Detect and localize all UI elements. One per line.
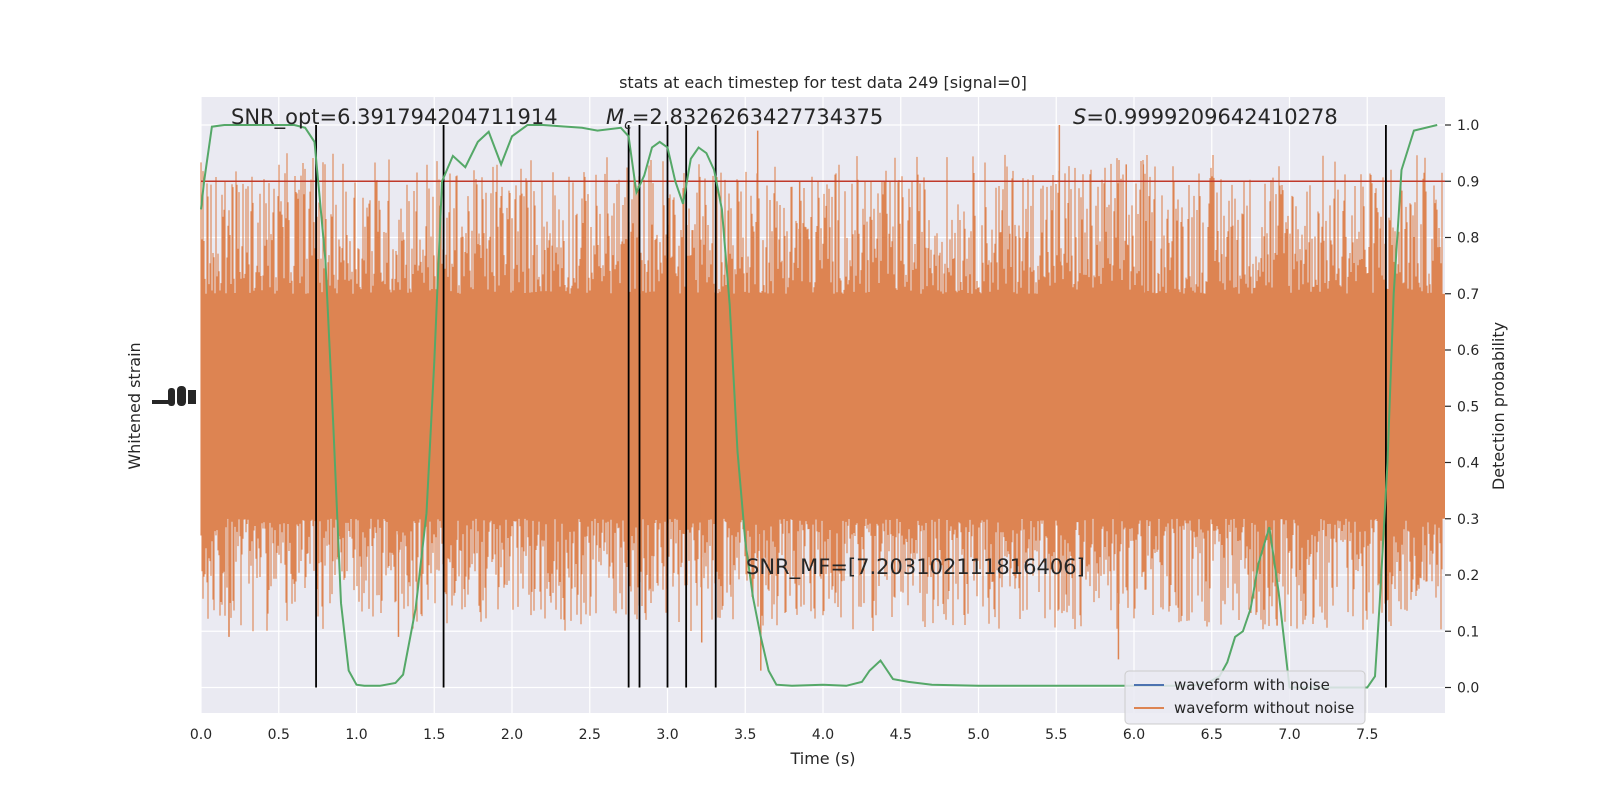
- left-axis-tick-cluster: [152, 386, 196, 406]
- y-tick-label: 0.3: [1457, 512, 1479, 528]
- y-tick-label: 0.2: [1457, 568, 1479, 584]
- mc-value: =2.8326263427734375: [632, 105, 883, 129]
- x-tick-label: 1.5: [423, 727, 445, 743]
- x-tick-label: 7.0: [1278, 727, 1300, 743]
- x-tick-label: 4.5: [890, 727, 912, 743]
- x-tick-label: 2.5: [579, 727, 601, 743]
- y-axis-ticks-right: 0.0 0.1 0.2 0.3 0.4 0.5 0.6 0.7 0.8 0.9 1.0: [1445, 118, 1479, 697]
- s-symbol: S: [1073, 105, 1086, 129]
- y-tick-label: 0.8: [1457, 231, 1479, 247]
- x-tick-label: 1.0: [345, 727, 367, 743]
- s-annotation: S=0.9999209642410278: [1073, 105, 1338, 129]
- strain-noise-peaks: [228, 125, 1278, 671]
- x-tick-label: 6.5: [1201, 727, 1223, 743]
- x-tick-label: 3.5: [734, 727, 756, 743]
- x-tick-label: 7.5: [1356, 727, 1378, 743]
- strain-noise-spikes: [200, 153, 1443, 632]
- y-tick-label: 0.9: [1457, 174, 1479, 190]
- x-tick-label: 2.0: [501, 727, 523, 743]
- x-tick-label: 5.5: [1045, 727, 1067, 743]
- x-tick-label: 5.0: [967, 727, 989, 743]
- x-tick-label: 0.5: [268, 727, 290, 743]
- legend: waveform with noise waveform without noi…: [1124, 670, 1366, 725]
- snr-opt-annotation: SNR_opt=6.391794204711914: [231, 105, 558, 130]
- probability-series-line: [200, 124, 1438, 689]
- legend-box: [1124, 670, 1366, 725]
- y-tick-label: 0.0: [1457, 681, 1479, 697]
- y-tick-label: 1.0: [1457, 118, 1479, 134]
- x-tick-label: 4.0: [812, 727, 834, 743]
- y-axis-label-left: Whitened strain: [125, 342, 144, 469]
- strain-noise-series: [200, 125, 1445, 671]
- legend-label-with-noise: waveform with noise: [1174, 676, 1330, 694]
- event-markers: [315, 125, 1387, 688]
- mc-symbol: M: [606, 105, 624, 129]
- x-axis-ticks: 0.0 0.5 1.0 1.5 2.0 2.5 3.0 3.5 4.0 4.5 5.0 5.5 6.0 6…: [190, 727, 1379, 743]
- x-tick-label: 6.0: [1123, 727, 1145, 743]
- x-tick-label: 0.0: [190, 727, 212, 743]
- snr-mf-annotation: SNR_MF=[7.203102111816406]: [746, 555, 1085, 580]
- s-value: =0.9999209642410278: [1086, 105, 1337, 129]
- y-tick-label: 0.5: [1457, 399, 1479, 415]
- y-tick-label: 0.7: [1457, 287, 1479, 303]
- y-axis-label-right: Detection probability: [1489, 322, 1508, 490]
- x-axis-label: Time (s): [789, 749, 855, 768]
- mc-subscript: c: [624, 117, 632, 133]
- y-tick-label: 0.6: [1457, 343, 1479, 359]
- y-tick-label: 0.4: [1457, 456, 1479, 472]
- x-tick-label: 3.0: [656, 727, 678, 743]
- legend-label-without-noise: waveform without noise: [1174, 699, 1354, 717]
- y-tick-label: 0.1: [1457, 624, 1479, 640]
- mc-annotation: Mc=2.8326263427734375: [606, 105, 883, 133]
- chart-title: stats at each timestep for test data 249…: [619, 73, 1027, 92]
